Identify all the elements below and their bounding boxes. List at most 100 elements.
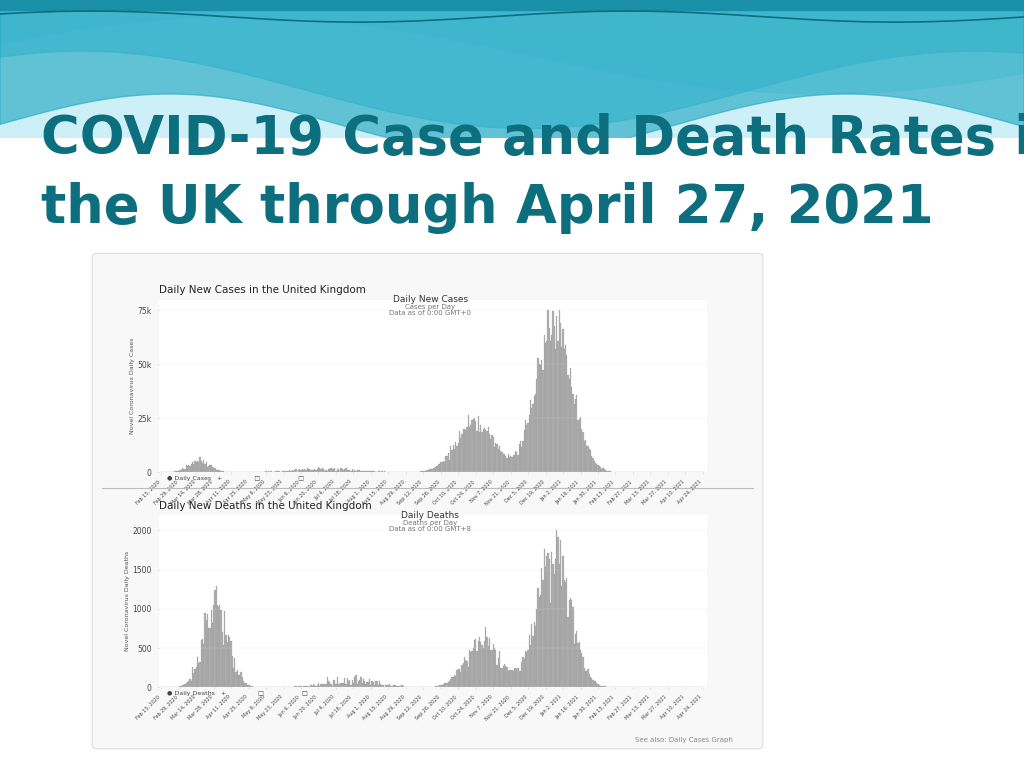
Bar bbox=[359, 680, 360, 687]
Bar bbox=[194, 464, 195, 472]
Bar bbox=[586, 445, 588, 472]
Bar bbox=[552, 564, 554, 687]
Bar bbox=[388, 685, 389, 687]
Bar bbox=[486, 431, 487, 472]
Bar bbox=[539, 365, 540, 472]
Bar bbox=[299, 469, 300, 472]
Bar bbox=[505, 666, 506, 687]
Bar bbox=[582, 429, 583, 472]
Bar bbox=[451, 679, 452, 687]
Bar bbox=[565, 345, 566, 472]
Text: Deaths per Day: Deaths per Day bbox=[403, 520, 457, 526]
Bar bbox=[591, 455, 592, 472]
Bar bbox=[475, 639, 476, 687]
Bar bbox=[280, 471, 281, 472]
Bar bbox=[542, 360, 543, 472]
Bar bbox=[197, 462, 198, 472]
Bar bbox=[580, 417, 582, 472]
Bar bbox=[443, 684, 445, 687]
Bar bbox=[483, 641, 485, 687]
Bar bbox=[460, 438, 462, 472]
Bar bbox=[197, 657, 198, 687]
Bar bbox=[306, 468, 308, 472]
Bar bbox=[469, 427, 470, 472]
Bar bbox=[588, 446, 589, 472]
Bar bbox=[366, 471, 367, 472]
Bar bbox=[459, 669, 460, 687]
Bar bbox=[189, 466, 190, 472]
Bar bbox=[483, 428, 485, 472]
Bar bbox=[293, 471, 294, 472]
Bar bbox=[471, 650, 472, 687]
Bar bbox=[594, 681, 595, 687]
Bar bbox=[217, 470, 218, 472]
Bar bbox=[237, 670, 238, 687]
Bar bbox=[498, 449, 499, 472]
Bar bbox=[362, 679, 364, 687]
Bar bbox=[353, 683, 354, 687]
Bar bbox=[530, 400, 531, 472]
Bar bbox=[495, 442, 497, 472]
Bar bbox=[209, 628, 211, 687]
Bar bbox=[190, 681, 191, 687]
Bar bbox=[440, 462, 441, 472]
Bar bbox=[308, 686, 309, 687]
Bar bbox=[367, 682, 368, 687]
Bar bbox=[344, 677, 345, 687]
Bar bbox=[350, 684, 351, 687]
Bar bbox=[431, 468, 432, 472]
Bar bbox=[244, 683, 246, 687]
Bar bbox=[590, 449, 591, 472]
Bar bbox=[539, 597, 540, 687]
Bar bbox=[182, 468, 183, 472]
Bar bbox=[184, 468, 185, 472]
Bar bbox=[322, 684, 323, 687]
Bar bbox=[434, 468, 435, 472]
Bar bbox=[202, 463, 203, 472]
Bar bbox=[573, 404, 574, 472]
Bar bbox=[537, 609, 538, 687]
Bar bbox=[340, 683, 342, 687]
Bar bbox=[583, 657, 584, 687]
Bar bbox=[562, 556, 563, 687]
Bar bbox=[344, 469, 345, 472]
Bar bbox=[476, 432, 477, 472]
Bar bbox=[357, 680, 359, 687]
Bar bbox=[531, 408, 532, 472]
Text: Daily New Cases: Daily New Cases bbox=[392, 295, 468, 304]
Bar bbox=[548, 554, 549, 687]
Bar bbox=[527, 423, 528, 472]
Bar bbox=[546, 341, 548, 472]
Bar bbox=[196, 667, 197, 687]
Bar bbox=[304, 469, 305, 472]
Bar bbox=[182, 685, 183, 687]
Bar bbox=[222, 632, 223, 687]
Bar bbox=[481, 644, 482, 687]
Bar bbox=[315, 686, 316, 687]
Bar bbox=[184, 684, 185, 687]
Bar bbox=[493, 437, 494, 472]
Bar bbox=[287, 471, 288, 472]
Bar bbox=[356, 470, 357, 472]
Bar bbox=[215, 470, 217, 472]
Bar bbox=[555, 349, 556, 472]
Bar bbox=[223, 645, 224, 687]
Bar bbox=[600, 686, 601, 687]
Bar bbox=[311, 470, 313, 472]
Bar bbox=[574, 634, 577, 687]
Bar bbox=[449, 460, 451, 472]
Bar bbox=[559, 564, 560, 687]
Bar bbox=[458, 669, 459, 687]
Bar bbox=[332, 686, 333, 687]
Bar bbox=[339, 684, 340, 687]
Text: the UK through April 27, 2021: the UK through April 27, 2021 bbox=[41, 182, 934, 234]
Bar bbox=[436, 686, 437, 687]
Bar bbox=[354, 677, 355, 687]
Bar bbox=[521, 662, 522, 687]
Bar bbox=[382, 685, 383, 687]
Bar bbox=[368, 683, 369, 687]
Bar bbox=[231, 656, 233, 687]
Bar bbox=[463, 663, 464, 687]
Bar bbox=[240, 674, 241, 687]
Bar bbox=[378, 685, 379, 687]
